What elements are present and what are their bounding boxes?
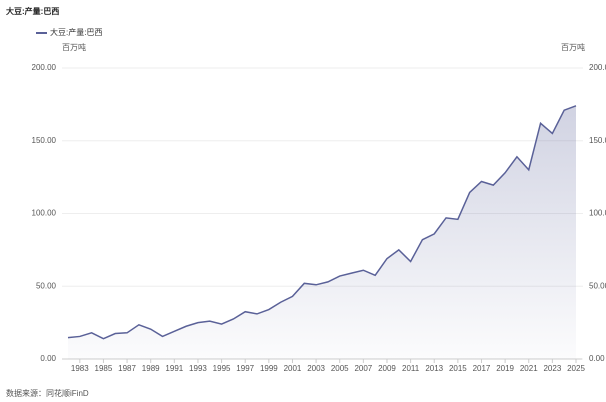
area	[68, 105, 576, 359]
y-tick-label: 100.00	[32, 209, 57, 218]
y-unit: 百万吨	[62, 42, 86, 52]
x-tick-label: 2025	[567, 364, 585, 373]
x-tick-label: 1985	[95, 364, 113, 373]
x-tick-label: 2009	[378, 364, 396, 373]
x-tick-label: 1999	[260, 364, 278, 373]
line	[67, 105, 577, 340]
x-tick-label: 2013	[425, 364, 443, 373]
x-tick-label: 2003	[307, 364, 325, 373]
x-tick-label: 2007	[354, 364, 372, 373]
source: 数据来源：同花顺iFinD	[6, 388, 89, 398]
y-tick-label: 50.00	[36, 281, 57, 290]
x-tick-label: 1995	[213, 364, 231, 373]
x-tick-label: 1997	[236, 364, 254, 373]
x-tick-label: 1983	[71, 364, 89, 373]
y-tick-label: 200.00	[32, 63, 57, 72]
x-tick-label: 2021	[520, 364, 538, 373]
legend-label: 大豆:产量:巴西	[50, 27, 102, 37]
x-tick-label: 2015	[449, 364, 467, 373]
x-tick-label: 2023	[543, 364, 561, 373]
chart-title: 大豆:产量:巴西	[6, 6, 59, 16]
x-tick-label: 2011	[402, 364, 420, 373]
x-tick-label: 2005	[331, 364, 349, 373]
x-tick-label: 1993	[189, 364, 207, 373]
x-tick-label: 1991	[165, 364, 183, 373]
y-tick-label: 0.00	[40, 354, 56, 363]
y2-tick-label: 0.00	[589, 354, 605, 363]
y2-tick-label: 200.0	[589, 63, 606, 72]
y2-tick-label: 50.00	[589, 281, 606, 290]
x-tick-label: 1987	[118, 364, 136, 373]
x-tick-label: 2001	[284, 364, 302, 373]
x-tick-label: 1989	[142, 364, 160, 373]
x-tick-label: 2019	[496, 364, 514, 373]
y2-tick-label: 150.0	[589, 136, 606, 145]
x-tick-label: 2017	[473, 364, 491, 373]
y-tick-label: 150.00	[32, 136, 57, 145]
y2-tick-label: 100.0	[589, 209, 606, 218]
y2-unit: 百万吨	[561, 42, 585, 52]
